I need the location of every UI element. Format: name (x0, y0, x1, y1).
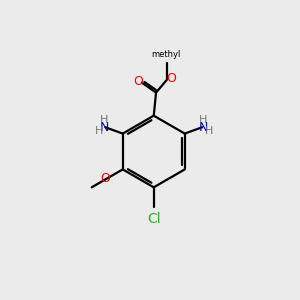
Text: Cl: Cl (147, 212, 160, 226)
Text: O: O (133, 76, 142, 88)
Text: O: O (100, 172, 110, 185)
Text: O: O (167, 72, 176, 86)
Text: N: N (199, 121, 208, 134)
Text: H: H (199, 115, 208, 125)
Text: H: H (100, 115, 108, 125)
Text: methyl: methyl (152, 50, 181, 59)
Text: N: N (100, 121, 109, 134)
Text: H: H (205, 126, 213, 136)
Text: H: H (95, 126, 103, 136)
